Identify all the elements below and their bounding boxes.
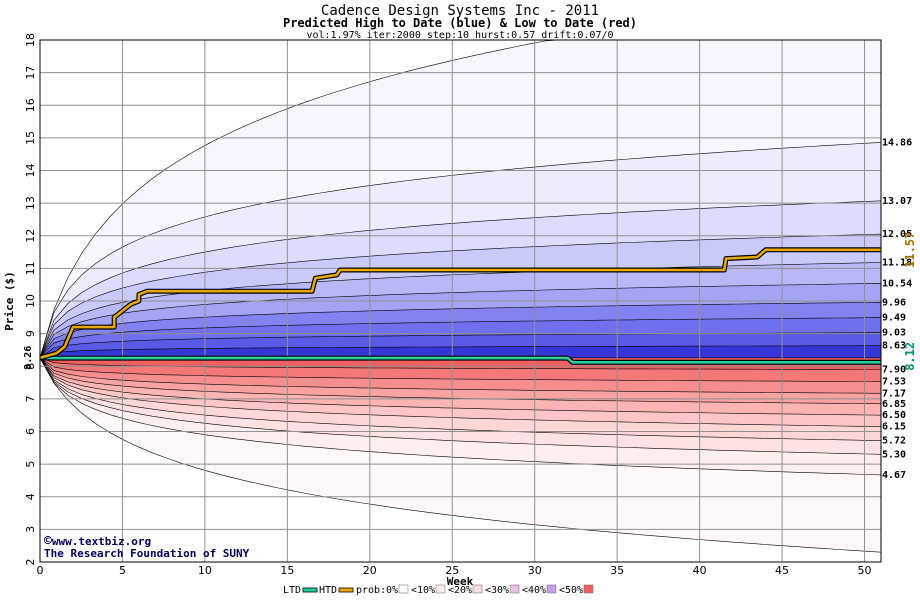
chart-subtitle: Predicted High to Date (blue) & Low to D…	[283, 16, 637, 30]
y-tick-label: 11	[24, 261, 37, 275]
legend: LTD HTD prob: 0% <10% <20% <30% <40% <50%	[283, 584, 594, 596]
x-tick-label: 30	[528, 564, 542, 577]
band-end-label: 5.72	[882, 436, 906, 447]
axis-ticks: 0 5 10 15 20 25 30 35 40 45 5023456789101112131415…	[23, 33, 872, 577]
y-tick-label: 8	[24, 363, 37, 370]
x-tick-label: 20	[363, 564, 377, 577]
band-end-label: 9.49	[882, 313, 906, 324]
y-tick-label: 13	[24, 196, 37, 210]
legend-prob-label-4: <40%	[522, 585, 546, 596]
y-tick-label: 17	[24, 66, 37, 80]
legend-htd-swatch	[338, 587, 354, 593]
chart-title: Cadence Design Systems Inc - 2011	[321, 3, 599, 19]
y-tick-label: 18	[24, 33, 37, 47]
legend-prob-swatch-0	[398, 584, 409, 594]
x-tick-label: 35	[610, 564, 624, 577]
y-axis-label: Price ($)	[3, 271, 16, 331]
x-tick-label: 15	[280, 564, 294, 577]
legend-prob-label-0: 0%	[386, 585, 398, 596]
y-tick-label: 5	[24, 461, 37, 468]
band-end-label: 13.07	[882, 196, 912, 207]
start-price-label: 8.26	[23, 346, 34, 370]
band-end-label: 6.85	[882, 399, 906, 410]
legend-prob-swatch-1	[435, 584, 446, 594]
high-band-0	[39, 345, 882, 359]
price-lines	[39, 247, 881, 365]
y-tick-label: 14	[24, 164, 37, 178]
legend-ltd-label: LTD	[283, 585, 301, 596]
band-end-label: 7.17	[882, 388, 906, 399]
y-tick-label: 2	[24, 559, 37, 566]
copyright-symbol: ©	[44, 534, 52, 549]
y-tick-label: 7	[24, 395, 37, 402]
x-tick-label: 10	[198, 564, 212, 577]
htd-line	[39, 248, 881, 360]
band-end-label: 10.54	[882, 278, 912, 289]
grid-lines	[39, 39, 881, 563]
legend-prob-swatch-5	[583, 584, 594, 594]
x-tick-label: 0	[37, 564, 44, 577]
band-end-label: 6.15	[882, 422, 906, 433]
y-tick-label: 9	[24, 330, 37, 337]
credit-url: www.textbiz.org	[52, 535, 151, 548]
x-axis-label: Week	[447, 575, 474, 588]
legend-prob-swatch-4	[546, 584, 557, 594]
x-tick-label: 5	[119, 564, 126, 577]
credit-line-1: ©www.textbiz.org	[44, 534, 151, 549]
x-tick-label: 45	[775, 564, 789, 577]
y-tick-label: 15	[24, 131, 37, 145]
legend-prob-label-1: <10%	[411, 585, 435, 596]
band-end-label: 14.86	[882, 137, 912, 148]
legend-prob-label-5: <50%	[559, 585, 583, 596]
legend-prob-prefix: prob:	[356, 585, 386, 596]
legend-ltd-swatch	[302, 587, 318, 593]
x-tick-label: 40	[693, 564, 707, 577]
chart-params: vol:1.97% iter:2000 step:10 hurst:0.57 d…	[306, 30, 613, 41]
band-end-label: 7.90	[882, 365, 906, 376]
legend-prob-label-3: <30%	[485, 585, 509, 596]
band-end-label: 12.05	[882, 229, 912, 240]
y-tick-label: 12	[24, 229, 37, 243]
legend-htd-label: HTD	[319, 585, 337, 596]
y-tick-label: 10	[24, 294, 37, 308]
band-end-label: 8.63	[882, 341, 906, 352]
band-end-label: 4.67	[882, 470, 906, 481]
plot-frame	[39, 39, 882, 563]
band-end-label: 5.30	[882, 449, 906, 460]
band-end-label: 7.53	[882, 377, 906, 388]
x-tick-label: 25	[445, 564, 459, 577]
x-tick-label: 50	[858, 564, 872, 577]
y-tick-label: 3	[24, 526, 37, 533]
band-end-label: 9.03	[882, 328, 906, 339]
y-tick-label: 4	[24, 493, 37, 500]
band-end-label: 6.50	[882, 410, 906, 421]
credit-line-2: The Research Foundation of SUNY	[44, 547, 250, 560]
band-end-label: 11.18	[882, 258, 912, 269]
y-tick-label: 16	[24, 98, 37, 112]
probability-bands	[39, 39, 882, 553]
legend-prob-swatch-3	[509, 584, 520, 594]
ltd-end-label: 8.12	[903, 342, 917, 371]
band-end-label: 9.96	[882, 297, 906, 308]
legend-prob-label-2: <20%	[448, 585, 472, 596]
y-tick-label: 6	[24, 428, 37, 435]
ltd-line	[39, 356, 881, 364]
htd-end-label: 11.57	[903, 232, 917, 268]
legend-prob-swatch-2	[472, 584, 483, 594]
band-end-labels: 8.63 9.03 9.49 9.96 10.54 11.18 12.05 13.07 14.8…	[882, 137, 917, 480]
